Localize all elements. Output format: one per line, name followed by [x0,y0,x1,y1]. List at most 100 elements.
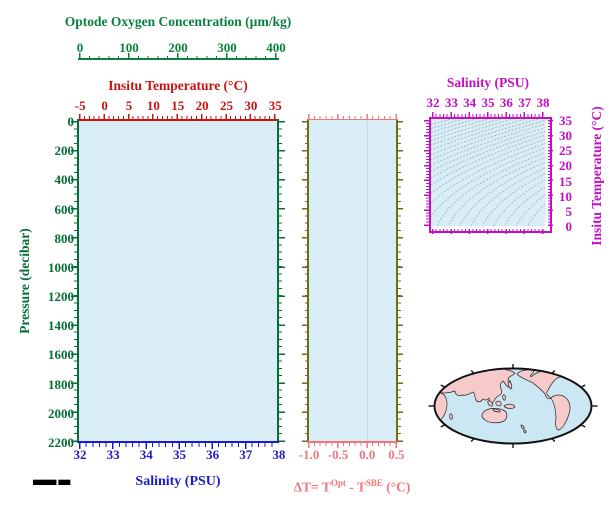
tick-label: 35 [481,95,495,110]
pressure-axis-line-right [277,119,279,443]
tick-label: 100 [119,40,139,55]
tick-label: 5 [565,203,573,219]
tick-label: 2200 [48,434,74,450]
tick-label: 1600 [48,347,74,363]
tick-label: 0 [101,98,108,113]
salinity-axis-line [78,441,279,443]
tick-label: 15 [171,98,185,113]
tick-label: 400 [54,172,75,188]
salinity-minor-ticks [79,443,279,447]
tick-label: -0.5 [327,447,349,462]
tick-label: 38 [536,95,550,110]
delta-t-axis-title: ΔT= TOpt - TSBE (°C) [293,478,411,495]
tick-label: 0 [34,115,75,128]
landmass-borneo [495,400,502,407]
tick-label: 15 [559,173,572,189]
salinity-axis-title: Salinity (PSU) [135,474,221,489]
map-graticule-ticks [428,364,598,448]
tick-label: 37 [239,447,253,462]
tick-label: 34 [139,447,153,462]
ts-temperature-tick-labels: 35 30 25 20 15 10 5 0 [552,114,572,233]
tick-label: 32 [73,447,87,462]
delta-t-axis-line-bottom [307,441,398,443]
temperature-minor-ticks [79,116,278,119]
temperature-axis-line [78,119,279,121]
landmass-greenland [555,369,568,376]
tick-label: 300 [217,40,237,55]
delta-t-axis-line-right [395,119,398,443]
temperature-axis-title: Insitu Temperature (°C) [108,78,248,93]
tick-label: 33 [106,447,120,462]
pressure-axis-line-left [77,119,79,443]
landmass-sumatra [487,400,493,407]
map-ellipse-border [433,367,593,445]
tick-label: 800 [54,230,75,246]
delta-t-tick-labels: -1.0 -0.5 0.0 0.5 [295,448,411,462]
landmass-south-america [550,394,571,431]
pressure-major-ticks-right [279,120,285,442]
pressure-minor-ticks-right [279,120,282,442]
tick-label: -1.0 [298,447,320,462]
delta-t-plot-area [309,120,397,441]
landmass-australia [481,407,508,424]
tick-label: 200 [54,143,75,159]
tick-label: 400 [266,40,286,55]
ts-temperature-axis-title: Insitu Temperature (°C) [589,106,604,246]
delta-t-zero-reference-line [366,121,368,441]
pressure-minor-ticks-left [74,120,77,442]
tick-label: 2000 [48,405,74,421]
landmass-madagascar [449,413,453,420]
world-map [428,364,598,448]
tick-label: 25 [219,98,233,113]
landmass-eurasia [435,369,516,405]
tick-label: 1400 [48,318,74,334]
ts-minor-ticks-right [548,120,551,227]
tick-label: 33 [444,95,458,110]
temperature-tick-labels: -5 0 5 10 15 20 25 30 35 [68,99,287,113]
oxygen-minor-ticks [79,55,278,58]
tick-label: 600 [54,201,75,217]
tick-label: 20 [559,158,572,174]
ts-minor-ticks-left [426,120,429,227]
tick-label: 0.0 [359,447,376,462]
delta-t-minor-ticks-right [397,120,401,442]
landmass-philippines [502,394,506,401]
ts-minor-ticks-top [432,114,546,117]
delta-t-minor-ticks-bottom [308,443,398,446]
landmass-new-zealand [520,424,527,434]
tick-label: 1800 [48,376,74,392]
ts-salinity-axis-title: Salinity (PSU) [446,75,530,90]
tick-label: 1000 [48,259,74,275]
tick-label: 20 [195,98,209,113]
tick-label: 0 [565,218,573,234]
ts-diagram-frame [428,116,552,233]
tick-label: 10 [146,98,160,113]
delta-t-axis-line-left [307,119,310,443]
pressure-axis-title: Pressure (decibar) [17,228,32,334]
tick-label: 30 [559,128,572,144]
landmass-north-america [516,369,565,400]
landmass-britain [439,373,443,378]
tick-label: 35 [268,98,282,113]
main-profile-plot-area [79,120,278,441]
oxygen-axis-line [78,57,279,60]
fine-print-stamp: ██████████ █████ [33,481,70,486]
tick-label: 38 [272,447,286,462]
delta-t-minor-ticks-top [308,116,398,119]
tick-label: 34 [463,95,477,110]
tick-label: 36 [206,447,220,462]
oxygen-axis-title: Optode Oxygen Concentration (µm/kg) [64,14,292,29]
tick-label: 30 [244,98,258,113]
tick-label: 1200 [48,289,74,305]
delta-t-axis-line-top [307,118,398,121]
tick-label: 37 [518,95,532,110]
tick-label: 25 [559,143,572,159]
delta-t-minor-ticks-left [304,120,308,442]
landmass-java [492,408,501,413]
tick-label: 36 [499,95,513,110]
ts-salinity-tick-labels: 32 33 34 35 36 37 38 [424,96,552,110]
tick-label: 10 [559,188,572,204]
ts-minor-ticks-bottom [432,229,546,232]
landmass-japan [507,380,513,390]
